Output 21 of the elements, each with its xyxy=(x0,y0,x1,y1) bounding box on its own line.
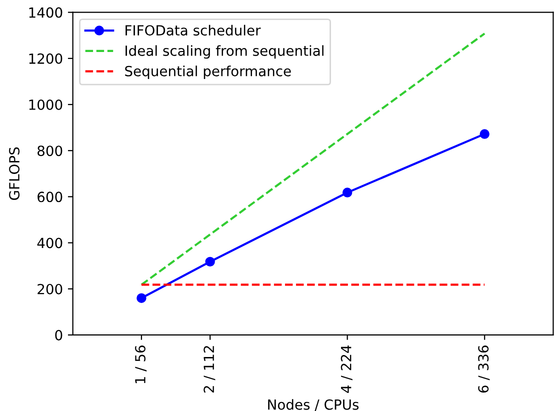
x-tick-label: 1 / 56 xyxy=(134,346,147,384)
y-tick-label: 400 xyxy=(37,238,62,248)
point xyxy=(480,129,490,139)
y-axis-title: GFLOPS xyxy=(9,147,20,200)
x-tick-label: 6 / 336 xyxy=(478,346,490,393)
x-tick-label: 2 / 112 xyxy=(204,346,216,393)
y-tick-label: 200 xyxy=(38,284,62,294)
x-axis-title: Nodes / CPUs xyxy=(268,399,359,411)
legend-label: Sequential performance xyxy=(125,66,291,80)
legend-label: Ideal scaling from sequential xyxy=(126,45,324,59)
y-tick-label: 600 xyxy=(38,192,62,202)
legend-label: FIFOData scheduler xyxy=(126,24,261,36)
y-tick-label: 1000 xyxy=(29,99,62,110)
point xyxy=(205,256,215,267)
y-tick-label: 1400 xyxy=(29,7,62,18)
y-tick-label: 800 xyxy=(38,146,62,156)
y-tick-label: 1200 xyxy=(29,53,62,64)
point xyxy=(342,188,352,198)
x-tick-label: 4 / 224 xyxy=(340,345,352,393)
point xyxy=(136,293,146,303)
y-tick-label: 0 xyxy=(55,330,62,340)
